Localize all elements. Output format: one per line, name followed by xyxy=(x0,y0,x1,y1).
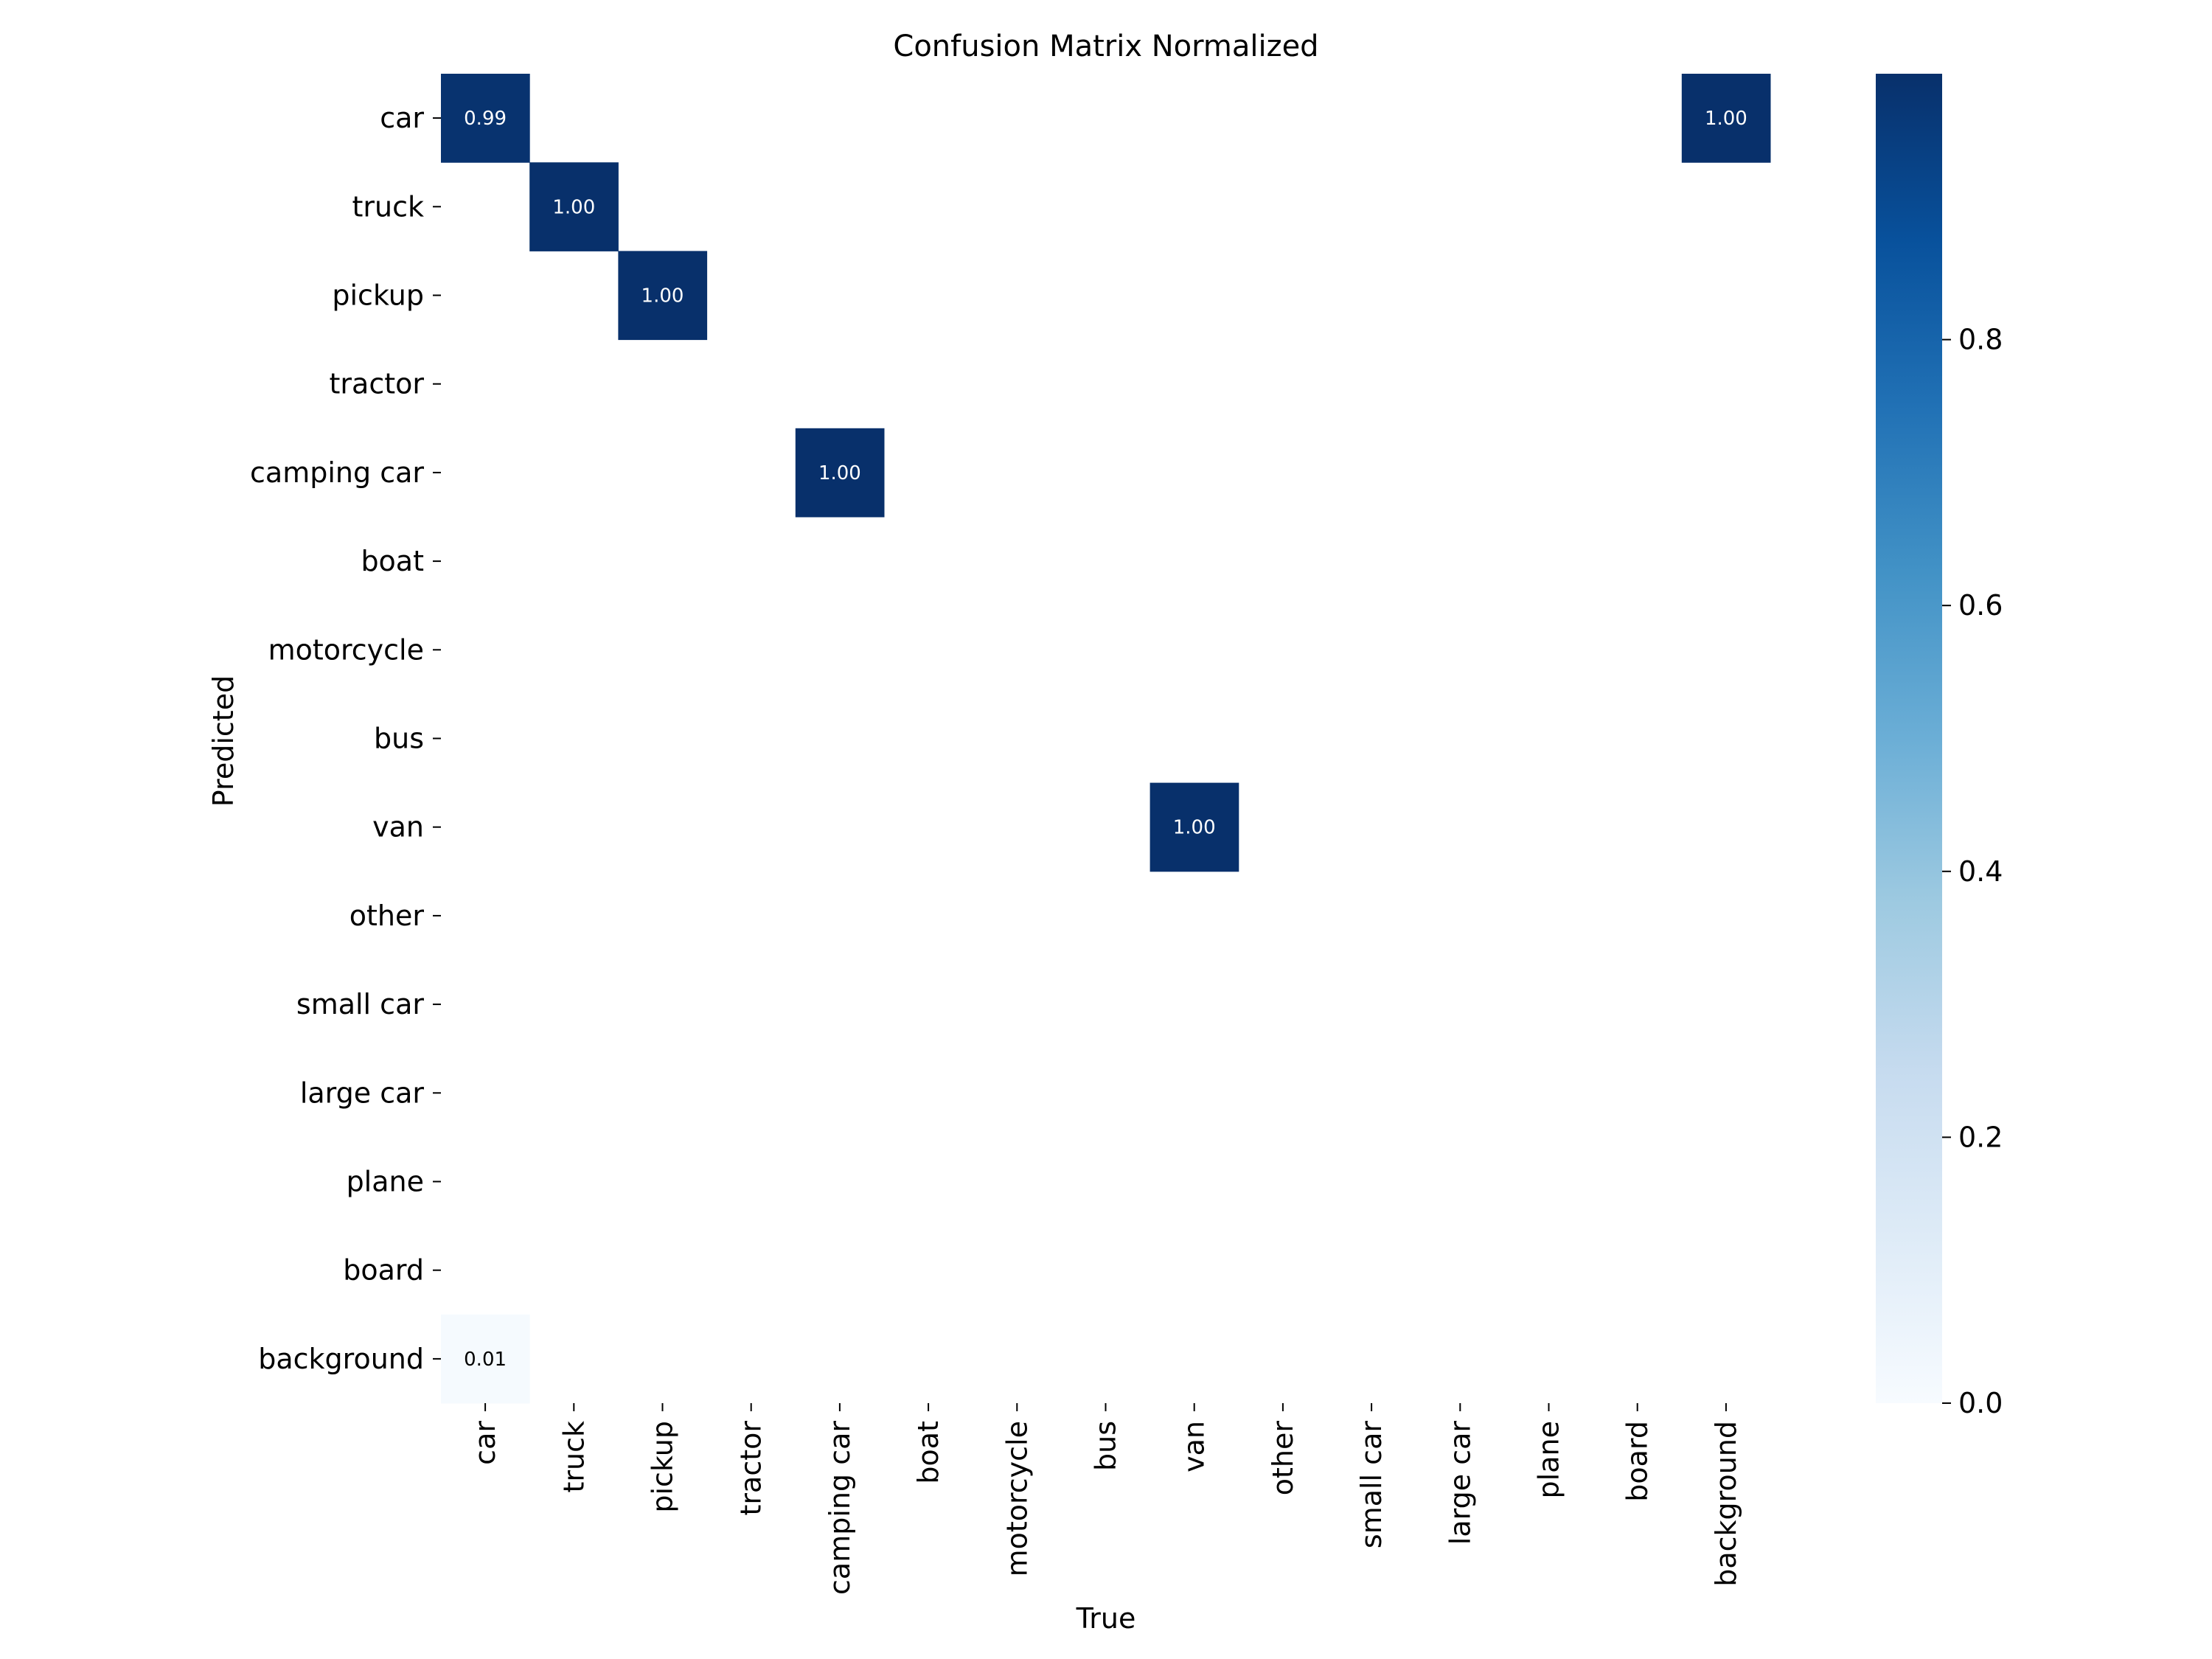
cell-labels: 0.99 1.00 1.00 1.00 1.00 1.00 0.01 xyxy=(464,108,1747,1371)
cell-value-label: 0.99 xyxy=(464,108,507,130)
y-tick-label-camping-car: camping car xyxy=(250,456,424,489)
x-tick-label-motorcycle: motorcycle xyxy=(1001,1421,1033,1576)
y-tick-label-boat: boat xyxy=(361,545,424,577)
colorbar-tick-label: 0.8 xyxy=(1958,324,2003,356)
y-tick-label-board: board xyxy=(343,1254,424,1287)
heatmap-cell-truck-truck xyxy=(529,162,619,251)
heatmap-cell-background-car xyxy=(441,1314,530,1404)
x-tick-label-truck: truck xyxy=(557,1421,590,1493)
x-tick-label-other: other xyxy=(1267,1421,1299,1496)
cell-value-label: 1.00 xyxy=(818,462,861,484)
colorbar-tick-label: 0.4 xyxy=(1958,855,2003,888)
y-tick-label-small-car: small car xyxy=(296,988,424,1020)
x-tick-label-large-car: large car xyxy=(1444,1421,1476,1545)
x-tick-label-tractor: tractor xyxy=(735,1421,768,1516)
heatmap-cell-van-van xyxy=(1150,782,1239,872)
x-tick-label-van: van xyxy=(1178,1421,1211,1472)
cell-value-label: 1.00 xyxy=(1705,108,1747,130)
y-tick-label-motorcycle: motorcycle xyxy=(268,633,424,666)
cell-value-label: 1.00 xyxy=(1173,817,1216,839)
cell-value-label: 1.00 xyxy=(552,196,595,218)
heatmap-cell-pickup-pickup xyxy=(618,251,708,341)
y-tick-label-truck: truck xyxy=(352,190,424,223)
x-tick-label-boat: boat xyxy=(912,1421,945,1484)
heatmap-cell-camping-car-camping-car xyxy=(795,428,885,518)
colorbar xyxy=(1876,74,1942,1403)
x-tick-label-bus: bus xyxy=(1090,1421,1122,1471)
y-tick-label-bus: bus xyxy=(374,723,424,755)
y-tick-label-van: van xyxy=(372,811,424,844)
x-tick-label-plane: plane xyxy=(1533,1421,1565,1498)
cell-value-label: 1.00 xyxy=(641,285,684,307)
x-tick-label-pickup: pickup xyxy=(647,1421,679,1513)
y-tick-label-other: other xyxy=(349,900,425,932)
colorbar-tick-label: 0.2 xyxy=(1958,1121,2003,1153)
x-axis-ticks: car truck pickup tractor camping car boat moto… xyxy=(469,1403,1742,1595)
y-tick-label-background: background xyxy=(258,1343,424,1375)
y-axis-label: Predicted xyxy=(207,675,240,807)
y-tick-label-tractor: tractor xyxy=(330,368,425,400)
x-tick-label-board: board xyxy=(1621,1421,1654,1502)
chart-title: Confusion Matrix Normalized xyxy=(893,29,1318,63)
x-tick-label-car: car xyxy=(469,1421,501,1465)
y-tick-label-large-car: large car xyxy=(300,1077,425,1109)
y-tick-label-pickup: pickup xyxy=(332,279,424,312)
heatmap-cells xyxy=(441,74,1771,1404)
y-tick-label-car: car xyxy=(380,102,424,134)
x-tick-label-small-car: small car xyxy=(1355,1421,1388,1548)
heatmap-cell-car-car xyxy=(441,74,530,163)
colorbar-tick-label: 0.0 xyxy=(1958,1387,2003,1419)
x-axis-label: True xyxy=(1076,1602,1136,1635)
colorbar-tick-label: 0.6 xyxy=(1958,589,2003,622)
y-axis-ticks: car truck pickup tractor camping car boat moto… xyxy=(250,102,441,1375)
y-tick-label-plane: plane xyxy=(347,1166,424,1198)
x-tick-label-background: background xyxy=(1710,1421,1742,1587)
cell-value-label: 0.01 xyxy=(464,1349,507,1371)
colorbar-ticks: 0.0 0.2 0.4 0.6 0.8 xyxy=(1942,324,2003,1419)
heatmap-cell-car-background xyxy=(1681,74,1771,163)
x-tick-label-camping-car: camping car xyxy=(824,1421,856,1595)
